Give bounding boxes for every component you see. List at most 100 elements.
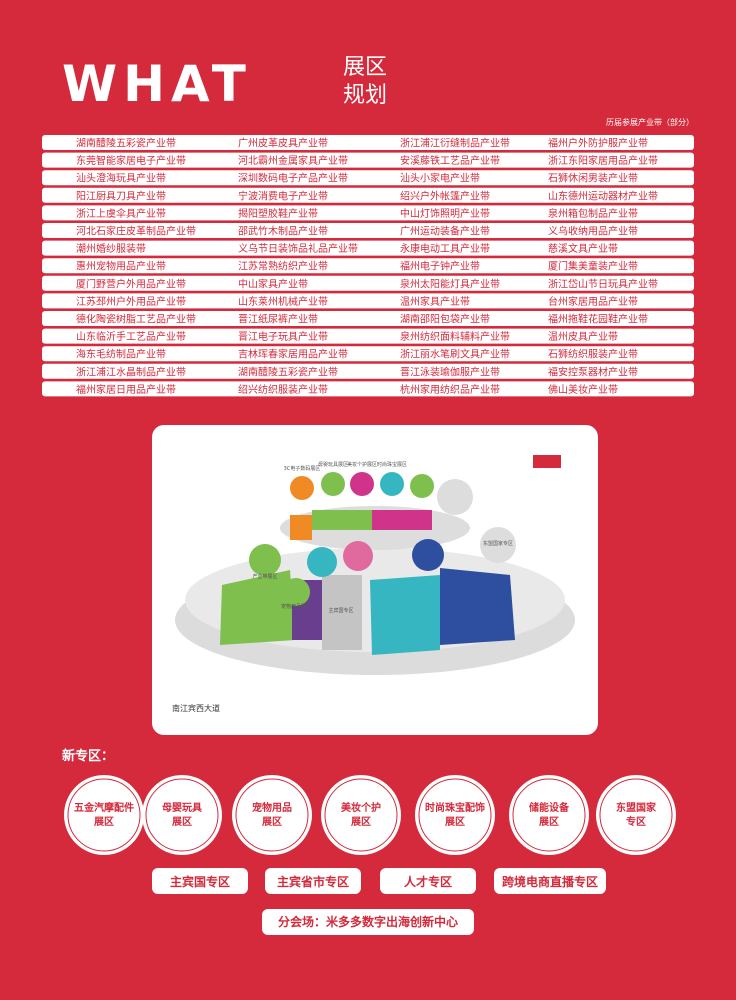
table-cell: 泉州纺织面料辅料产业带 xyxy=(400,330,510,343)
table-cell: 晋江泳装瑜伽服产业带 xyxy=(400,365,500,378)
table-cell: 石狮休闲男装产业带 xyxy=(548,172,638,185)
table-row xyxy=(42,275,694,291)
table-row xyxy=(42,328,694,344)
table-cell: 东莞智能家居电子产业带 xyxy=(76,154,186,167)
table-cell: 台州家居用品产业带 xyxy=(548,295,638,308)
table-cell: 绍兴户外帐篷产业带 xyxy=(400,189,490,202)
table-cell: 温州皮具产业带 xyxy=(548,330,618,343)
table-cell: 山东德州运动器材产业带 xyxy=(548,189,658,202)
table-cell: 浙江岱山节日玩具产业带 xyxy=(548,277,658,290)
zone-name: 展区 xyxy=(94,816,114,828)
table-cell: 江苏常熟纺织产业带 xyxy=(238,260,328,273)
zone-label: 产业带展区 xyxy=(252,573,277,580)
table-cell: 晋江纸尿裤产业带 xyxy=(238,313,318,326)
table-cell: 浙江浦江水晶制品产业带 xyxy=(76,365,186,378)
table-cell: 深圳数码电子产品产业带 xyxy=(238,172,348,185)
table-row xyxy=(42,311,694,326)
table-cell: 汕头澄海玩具产业带 xyxy=(76,172,166,185)
table-cell: 义乌收纳用品产业带 xyxy=(548,225,638,238)
table-cell: 佛山美妆产业带 xyxy=(548,383,618,396)
zone-button xyxy=(494,868,606,894)
table-cell: 广州皮革皮具产业带 xyxy=(238,137,328,150)
table-row xyxy=(42,258,694,274)
zone-name: 宠物用品 xyxy=(252,801,292,814)
zone-name: 时尚珠宝配饰 xyxy=(425,801,485,814)
table-cell: 石狮纺织服装产业带 xyxy=(548,348,638,361)
table-cell: 浙江上虞伞具产业带 xyxy=(76,207,166,220)
table-cell: 厦门集美童装产业带 xyxy=(548,260,638,273)
zone-button xyxy=(265,868,361,894)
table-cell: 广州运动装备产业带 xyxy=(400,225,490,238)
table-cell: 揭阳塑胶鞋产业带 xyxy=(238,207,318,220)
zone-label: 母婴玩具展区 xyxy=(318,462,348,468)
table-cell: 浙江丽水笔刷文具产业带 xyxy=(400,348,510,361)
table-cell: 晋江电子玩具产业带 xyxy=(238,330,328,343)
table-cell: 中山家具产业带 xyxy=(238,277,308,290)
venue: 分会场：米多多数字出海创新中心 xyxy=(278,914,458,929)
table-cell: 湖南邵阳包袋产业带 xyxy=(400,313,490,326)
zone-circle xyxy=(142,775,222,855)
floor-plan xyxy=(175,455,575,675)
table-cell: 阳江厨具刀具产业带 xyxy=(76,189,166,202)
zone-circle xyxy=(415,775,495,855)
zone-circle xyxy=(232,775,312,855)
zone-ring xyxy=(324,778,398,852)
zone-label: 主宾国专区 xyxy=(328,607,353,614)
zone-label: 3C电子数码展区 xyxy=(284,465,321,472)
table-row xyxy=(42,240,694,256)
table-cell: 浙江浦江衍缝制品产业带 xyxy=(400,137,510,150)
table-row xyxy=(42,135,694,150)
road-label: 南江宾西大道 xyxy=(172,703,220,713)
table-cell: 吉林珲春家居用品产业带 xyxy=(238,348,348,361)
table-row xyxy=(42,170,694,186)
table-cell: 杭州家用纺织品产业带 xyxy=(400,383,500,396)
subtitle: 规划 xyxy=(343,83,387,108)
table-cell: 宁波消费电子产业带 xyxy=(238,189,328,202)
zone-name: 东盟国家 xyxy=(616,801,657,814)
zone-name: 展区 xyxy=(172,816,192,828)
zone-ring xyxy=(418,778,492,852)
table-row xyxy=(42,363,694,379)
table-cell: 福州电子钟产业带 xyxy=(400,260,480,273)
table-cell: 福州拖鞋花园鞋产业带 xyxy=(548,313,648,326)
zone-label: 美妆个护展区 xyxy=(347,461,377,468)
table-cell: 江苏邳州户外用品产业带 xyxy=(76,295,186,308)
table-cell: 河北石家庄皮革制品产业带 xyxy=(76,225,196,238)
table-row xyxy=(42,346,694,362)
table-cell: 浙江东阳家居用品产业带 xyxy=(548,154,658,167)
zone-ring xyxy=(235,778,309,852)
zone-button-label: 跨境电商直播专区 xyxy=(502,874,598,889)
table-cell: 安溪藤铁工艺品产业带 xyxy=(400,154,500,167)
table-row xyxy=(42,381,694,397)
table-cell: 德化陶瓷树脂工艺品产业带 xyxy=(76,313,196,326)
zone-button xyxy=(152,868,248,894)
section-title: 新专区： xyxy=(62,748,114,764)
title: WHAT xyxy=(62,55,252,113)
zone-name: 展区 xyxy=(539,816,559,828)
zone-name: 展区 xyxy=(445,816,465,828)
table-row xyxy=(42,187,694,203)
table-row xyxy=(42,205,694,221)
zone-button-label: 人才专区 xyxy=(404,874,452,889)
zone-button xyxy=(380,868,476,894)
zone-name: 美妆个护 xyxy=(341,801,381,814)
table-cell: 山东莱州机械产业带 xyxy=(238,295,328,308)
table-cell: 中山灯饰照明产业带 xyxy=(400,207,490,220)
zone-ring xyxy=(145,778,219,852)
table-cell: 潮州婚纱服装带 xyxy=(76,242,146,255)
venue-box xyxy=(262,909,474,935)
zone-ring xyxy=(599,778,673,852)
table-cell: 义乌节日装饰品礼品产业带 xyxy=(238,242,358,255)
zone-circle xyxy=(596,775,676,855)
zone-circle xyxy=(64,775,144,855)
zone-name: 展区 xyxy=(262,816,282,828)
zone-name: 专区 xyxy=(626,815,646,828)
zone-name: 展区 xyxy=(351,816,371,828)
table-row xyxy=(42,152,694,168)
zone-name: 母婴玩具 xyxy=(162,802,202,814)
table-cell: 湖南醴陵五彩瓷产业带 xyxy=(76,137,176,150)
table-cell: 慈溪文具产业带 xyxy=(548,242,618,255)
table-cell: 惠州宠物用品产业带 xyxy=(76,260,166,273)
